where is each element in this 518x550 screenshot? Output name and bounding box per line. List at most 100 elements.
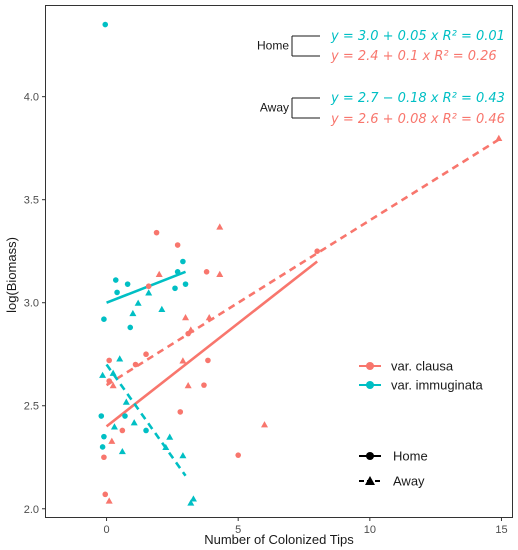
data-point (162, 443, 170, 451)
data-point (106, 378, 112, 384)
data-point (155, 270, 163, 277)
data-point (108, 437, 116, 444)
data-point (101, 316, 107, 322)
legend-item-away: Away (359, 474, 425, 489)
data-point (114, 289, 120, 296)
legend-away-marker (365, 476, 375, 485)
data-point (106, 357, 112, 364)
data-point (201, 382, 207, 388)
fit-lines (105, 136, 503, 477)
x-tick-label: 5 (235, 524, 241, 536)
eq-home-immuginata: y = 3.0 + 0.05 x R² = 0.01 (330, 29, 505, 44)
away-bracket (291, 97, 320, 119)
data-point (130, 419, 138, 426)
data-point (153, 229, 160, 236)
fit-line (105, 363, 187, 477)
data-point (180, 258, 186, 265)
y-axis: 2.0 2.5 3.0 3.5 4.0 (24, 92, 46, 516)
data-point (119, 427, 126, 434)
data-point (145, 283, 152, 290)
data-point (179, 452, 187, 459)
home-bracket (291, 35, 320, 57)
x-tick-label: 0 (103, 524, 109, 536)
data-point (124, 281, 131, 287)
home-bracket-label: Home (257, 39, 289, 53)
data-point (179, 357, 187, 364)
data-points (98, 21, 503, 506)
data-point (177, 409, 184, 415)
data-point (261, 421, 269, 428)
legend-home-label: Home (393, 449, 428, 464)
data-point (143, 351, 149, 358)
data-point (189, 495, 197, 502)
equation-annotations: Home y = 3.0 + 0.05 x R² = 0.01 y = 2.4 … (257, 29, 505, 127)
data-point (110, 423, 118, 430)
data-point (187, 326, 195, 333)
data-point (314, 248, 320, 254)
data-point (174, 242, 181, 248)
fit-line (105, 260, 318, 428)
y-tick-label: 4.0 (24, 92, 39, 104)
data-point (99, 371, 107, 378)
y-tick-label: 3.0 (24, 298, 39, 310)
data-point (101, 433, 107, 440)
legend-clausa-marker (366, 362, 374, 370)
data-point (118, 447, 126, 455)
fit-line (105, 136, 503, 387)
legend-clausa-label: var. clausa (391, 359, 454, 374)
data-point (127, 324, 134, 331)
data-point (216, 223, 224, 230)
data-point (101, 454, 107, 461)
data-point (495, 134, 503, 141)
data-point (116, 355, 124, 362)
y-axis-title: log(Biomass) (4, 237, 19, 313)
eq-away-clausa: y = 2.6 + 0.08 x R² = 0.46 (330, 112, 505, 127)
data-point (134, 299, 142, 306)
data-point (205, 314, 213, 321)
away-bracket-label: Away (260, 101, 289, 115)
data-point (102, 21, 109, 28)
data-point (105, 497, 113, 504)
legend-away-label: Away (393, 474, 425, 489)
data-point (109, 382, 117, 389)
legend-home-marker (366, 452, 374, 460)
x-axis: 0 5 10 15 (103, 517, 508, 536)
x-axis-title: Number of Colonized Tips (204, 532, 354, 547)
legend: var. clausa var. immuginata Home Away (359, 359, 484, 489)
data-point (129, 309, 137, 317)
data-point (102, 491, 109, 498)
data-point (109, 369, 117, 376)
data-point (182, 281, 189, 287)
y-tick-label: 2.5 (24, 401, 39, 413)
data-point (184, 382, 192, 389)
data-point (203, 269, 210, 275)
y-tick-label: 2.0 (24, 504, 39, 516)
data-point (158, 305, 166, 312)
data-point (205, 357, 211, 364)
plot-panel (45, 5, 513, 518)
data-point (122, 413, 128, 419)
data-point (143, 427, 149, 434)
fit-line (106, 270, 187, 304)
eq-away-immuginata: y = 2.7 − 0.18 x R² = 0.43 (330, 91, 505, 106)
data-point (174, 269, 181, 275)
data-point (132, 361, 139, 368)
data-point (166, 433, 174, 440)
data-point (172, 285, 178, 292)
data-point (187, 499, 195, 506)
legend-immuginata-marker (366, 381, 374, 389)
data-point (145, 289, 153, 296)
x-tick-label: 15 (495, 524, 507, 536)
legend-item-home: Home (359, 449, 428, 464)
y-tick-label: 3.5 (24, 195, 39, 207)
eq-home-clausa: y = 2.4 + 0.1 x R² = 0.26 (330, 49, 497, 64)
legend-item-clausa: var. clausa (359, 359, 454, 374)
legend-item-immuginata: var. immuginata (359, 378, 484, 393)
data-point (235, 452, 241, 458)
data-point (216, 270, 224, 277)
data-point (112, 277, 119, 283)
data-point (99, 444, 106, 450)
data-point (122, 398, 130, 405)
legend-immuginata-label: var. immuginata (391, 378, 484, 393)
